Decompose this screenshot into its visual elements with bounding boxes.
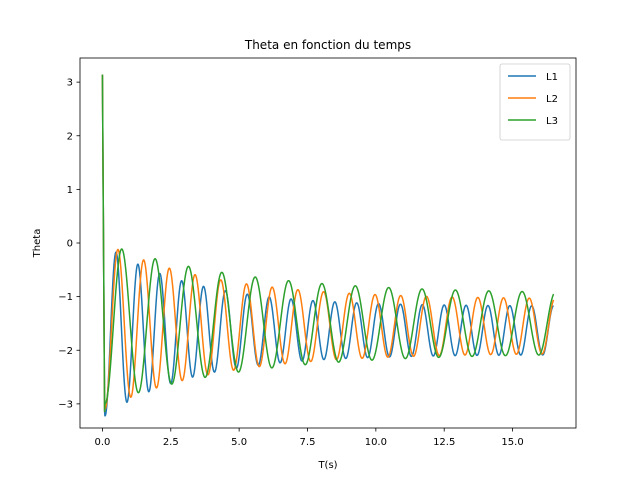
y-tick-label: −3 [58,399,73,410]
y-axis-label: Theta [32,229,43,259]
chart-title: Theta en fonction du temps [244,38,411,52]
y-tick-label: 0 [67,239,73,250]
x-tick-label: 5.0 [231,437,247,448]
y-tick-label: −1 [58,292,73,303]
legend: L1 L2 L3 [499,63,571,141]
y-tick-label: 2 [67,131,73,142]
x-tick-label: 12.5 [433,437,455,448]
legend-label-l1: L1 [546,72,558,83]
x-tick-label: 0.0 [94,437,110,448]
y-tick-label: 1 [67,185,73,196]
series-line-l1 [101,74,555,417]
legend-label-l3: L3 [546,116,558,127]
series-line-l3 [101,74,555,413]
y-axis-ticks: −3 −2 −1 0 1 2 3 [58,78,80,410]
y-tick-label: −2 [58,346,73,357]
x-axis-ticks: 0.0 2.5 5.0 7.5 10.0 12.5 15.0 [94,428,524,448]
x-tick-label: 7.5 [300,437,316,448]
series-lines [101,74,555,417]
y-tick-label: 3 [67,78,73,89]
x-axis-label: T(s) [317,460,337,471]
legend-label-l2: L2 [546,94,558,105]
x-tick-label: 15.0 [501,437,523,448]
legend-box [499,63,571,141]
x-tick-label: 2.5 [163,437,179,448]
x-tick-label: 10.0 [365,437,387,448]
